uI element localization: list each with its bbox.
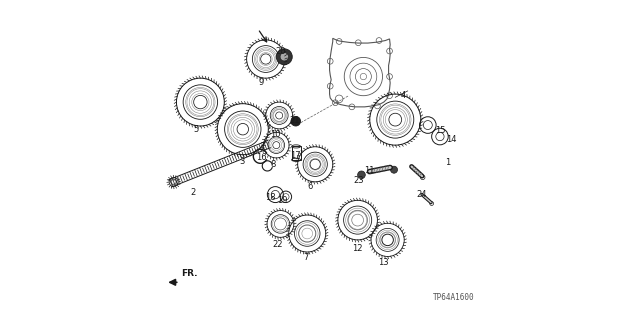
Text: 4: 4	[401, 91, 406, 100]
Text: 15: 15	[435, 126, 445, 135]
Text: 19: 19	[277, 197, 288, 205]
Text: 1: 1	[445, 158, 450, 167]
Circle shape	[358, 171, 365, 179]
Circle shape	[280, 53, 289, 61]
Circle shape	[276, 49, 292, 65]
Text: 24: 24	[417, 190, 428, 199]
Text: 12: 12	[353, 244, 363, 253]
Text: 8: 8	[270, 160, 275, 169]
Text: 7: 7	[303, 253, 308, 262]
Text: FR.: FR.	[181, 269, 198, 278]
Text: 16: 16	[255, 153, 266, 162]
Text: 5: 5	[193, 125, 198, 134]
Text: TP64A1600: TP64A1600	[433, 293, 475, 302]
Text: 13: 13	[378, 258, 389, 267]
Circle shape	[291, 116, 301, 126]
Text: 3: 3	[239, 157, 244, 166]
Text: 2: 2	[191, 189, 196, 197]
Text: 20: 20	[275, 47, 286, 56]
Text: 18: 18	[266, 193, 276, 202]
Text: 22: 22	[273, 241, 283, 249]
Text: 9: 9	[259, 78, 264, 87]
Text: 14: 14	[446, 135, 457, 144]
Text: 21: 21	[289, 116, 300, 125]
Text: 11: 11	[365, 166, 375, 175]
Circle shape	[390, 166, 397, 173]
Text: 23: 23	[353, 176, 364, 185]
Text: 10: 10	[270, 130, 280, 139]
Text: 6: 6	[307, 182, 312, 191]
Text: 17: 17	[291, 151, 301, 160]
